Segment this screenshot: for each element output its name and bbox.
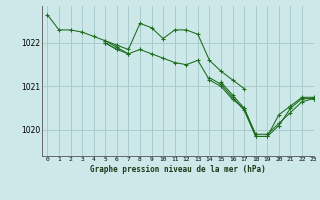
X-axis label: Graphe pression niveau de la mer (hPa): Graphe pression niveau de la mer (hPa) bbox=[90, 165, 266, 174]
